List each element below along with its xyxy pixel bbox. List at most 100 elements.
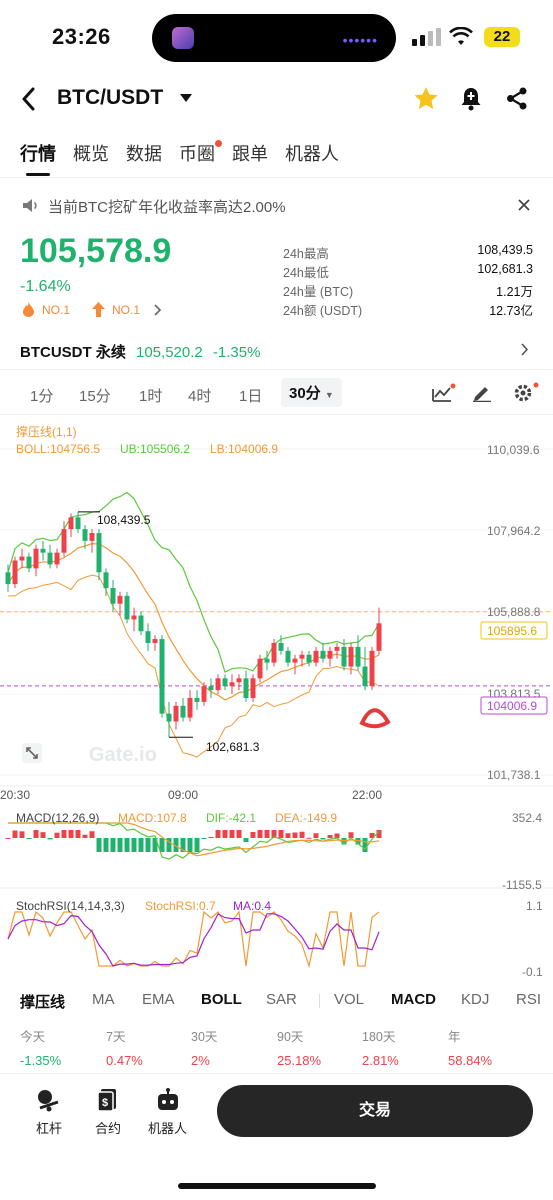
tab-bots[interactable]: 机器人 bbox=[285, 144, 339, 164]
macd-bar bbox=[355, 838, 361, 845]
stat-volume: 24h量 (BTC) 1.21万 bbox=[283, 281, 533, 300]
flame-icon bbox=[23, 302, 34, 317]
tf-4h[interactable]: 4时 bbox=[188, 388, 212, 405]
candle-body bbox=[215, 678, 221, 691]
stoch-y-tick: -0.1 bbox=[522, 965, 543, 979]
chevron-right-icon[interactable] bbox=[521, 343, 529, 356]
macd-bar bbox=[313, 833, 319, 838]
nav-futures[interactable]: $ 合约 bbox=[95, 1088, 121, 1137]
app-avatar-icon bbox=[172, 27, 194, 49]
lb-tag-box bbox=[480, 696, 548, 715]
candle-body bbox=[264, 658, 270, 663]
trade-button[interactable]: 交易 bbox=[217, 1085, 533, 1137]
macd-bar bbox=[376, 830, 382, 838]
settings-gear-icon[interactable] bbox=[513, 382, 539, 403]
macd-bar bbox=[271, 830, 277, 838]
candle-body bbox=[222, 678, 228, 687]
y-tick: 105,888.8 bbox=[487, 605, 541, 619]
perf-value: 0.47% bbox=[106, 1053, 143, 1068]
macd-bar bbox=[222, 830, 228, 838]
candle-body bbox=[12, 560, 18, 585]
ind-vol[interactable]: VOL bbox=[334, 991, 365, 1008]
close-icon[interactable] bbox=[518, 199, 530, 211]
ind-support[interactable]: 撑压线 bbox=[20, 994, 66, 1011]
tf-30m[interactable]: 30分 ▼ bbox=[281, 378, 342, 407]
tf-15m[interactable]: 15分 bbox=[79, 388, 111, 405]
nav-bots[interactable]: 机器人 bbox=[148, 1088, 187, 1137]
macd-bar bbox=[82, 834, 88, 838]
macd-bar bbox=[292, 832, 298, 838]
rank-hot[interactable]: NO.1 bbox=[42, 303, 71, 317]
stat-label: 24h最低 bbox=[283, 266, 329, 280]
rank-gainer[interactable]: NO.1 bbox=[112, 303, 141, 317]
tab-community[interactable]: 币圈 bbox=[179, 140, 222, 166]
candle-body bbox=[82, 529, 88, 541]
share-icon[interactable] bbox=[506, 87, 528, 110]
candle-body bbox=[369, 650, 375, 687]
tab-data[interactable]: 数据 bbox=[126, 144, 162, 164]
pair-title[interactable]: BTC/USDT bbox=[57, 86, 164, 109]
candle-body bbox=[292, 658, 298, 663]
chart-area[interactable]: 撑压线(1,1) BOLL:104756.5 UB:105506.2 LB:10… bbox=[0, 418, 553, 983]
tf-1d[interactable]: 1日 bbox=[239, 388, 263, 405]
stat-low: 24h最低 102,681.3 bbox=[283, 262, 533, 281]
candlestick-chart[interactable]: 撑压线(1,1) BOLL:104756.5 UB:105506.2 LB:10… bbox=[0, 418, 553, 983]
watermark: Gate.io bbox=[89, 744, 157, 766]
candle-body bbox=[299, 654, 305, 659]
tf-1m[interactable]: 1分 bbox=[30, 388, 54, 405]
header: BTC/USDT bbox=[0, 76, 553, 122]
candle-body bbox=[54, 552, 60, 565]
stoch-title: StochRSI(14,14,3,3) bbox=[16, 899, 125, 913]
macd-bar bbox=[299, 831, 305, 838]
stat-value: 12.73亿 bbox=[489, 304, 533, 318]
candle-body bbox=[348, 646, 354, 667]
macd-bar bbox=[33, 830, 39, 838]
macd-bar bbox=[103, 838, 109, 852]
ind-rsi[interactable]: RSI bbox=[516, 991, 542, 1008]
tf-1h[interactable]: 1时 bbox=[139, 388, 163, 405]
ind-boll[interactable]: BOLL bbox=[201, 991, 242, 1008]
tab-market[interactable]: 行情 bbox=[20, 140, 56, 176]
perp-link[interactable]: BTCUSDT 永续 105,520.2 -1.35% bbox=[20, 341, 260, 362]
candle-body bbox=[96, 533, 102, 573]
candle-body bbox=[306, 654, 312, 663]
nav-margin[interactable]: 杠杆 bbox=[36, 1088, 62, 1137]
macd-bar bbox=[201, 838, 207, 839]
boll-ub-value: UB:105506.2 bbox=[120, 442, 190, 456]
tab-overview[interactable]: 概览 bbox=[73, 144, 109, 164]
ind-ma[interactable]: MA bbox=[92, 991, 115, 1008]
notice-bar[interactable]: 当前BTC挖矿年化收益率高达2.00% bbox=[20, 195, 535, 217]
ind-ema[interactable]: EMA bbox=[142, 991, 175, 1008]
svg-text:$: $ bbox=[102, 1097, 108, 1109]
macd-bar bbox=[264, 830, 270, 838]
fullscreen-icon[interactable] bbox=[22, 743, 42, 763]
stat-value: 1.21万 bbox=[496, 285, 533, 299]
macd-bar bbox=[236, 830, 242, 838]
chevron-right-icon[interactable] bbox=[154, 304, 162, 316]
candle-body bbox=[131, 615, 137, 620]
dif-value: DIF:-42.1 bbox=[206, 811, 256, 825]
macd-bar bbox=[250, 832, 256, 838]
ind-kdj[interactable]: KDJ bbox=[461, 991, 490, 1008]
indicator-icon[interactable] bbox=[432, 383, 456, 403]
star-icon[interactable] bbox=[413, 86, 439, 111]
draw-pen-icon[interactable] bbox=[472, 384, 492, 402]
stoch-ma-line bbox=[7, 913, 380, 967]
candle-body bbox=[152, 639, 158, 643]
notice-text: 当前BTC挖矿年化收益率高达2.00% bbox=[48, 199, 286, 216]
y-tick: 101,738.1 bbox=[487, 768, 541, 782]
macd-bar bbox=[47, 838, 53, 840]
back-icon[interactable] bbox=[20, 87, 36, 111]
macd-bar bbox=[26, 838, 32, 839]
stat-label: 24h最高 bbox=[283, 247, 329, 261]
divider bbox=[0, 177, 553, 178]
clock: 23:26 bbox=[52, 24, 111, 49]
alert-bell-icon[interactable] bbox=[460, 86, 482, 111]
candle-body bbox=[61, 529, 67, 553]
perf-label: 年 bbox=[448, 1030, 461, 1044]
chevron-down-icon[interactable] bbox=[180, 94, 192, 103]
tab-copy-trading[interactable]: 跟单 bbox=[232, 144, 268, 164]
ind-macd[interactable]: MACD bbox=[391, 991, 436, 1008]
ind-sar[interactable]: SAR bbox=[266, 991, 297, 1008]
candle-body bbox=[355, 646, 361, 667]
